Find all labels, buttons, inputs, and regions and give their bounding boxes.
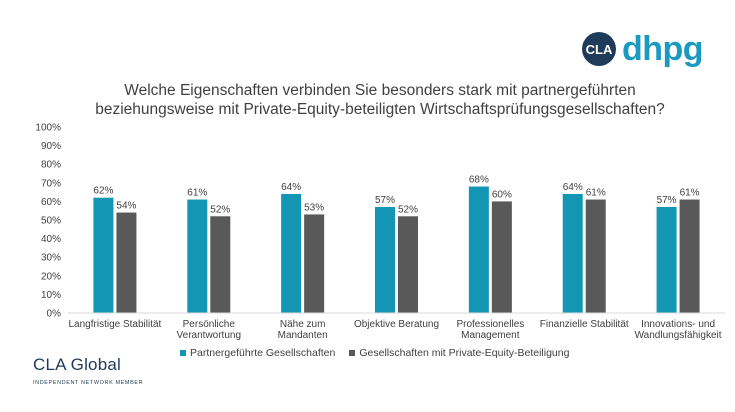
data-label: 57% [657, 195, 677, 206]
legend-item-private-equity: Gesellschaften mit Private-Equity-Beteil… [349, 347, 569, 359]
x-tick-label: Persönliche [183, 319, 236, 330]
chart-title-line-1: Welche Eigenschaften verbinden Sie beson… [124, 82, 636, 99]
data-label: 64% [281, 182, 301, 193]
legend-swatch-icon [349, 350, 356, 356]
data-label: 61% [586, 188, 606, 199]
legend-swatch-icon [180, 350, 186, 356]
bar-partnergefuehrt [656, 206, 677, 313]
data-label: 61% [187, 188, 207, 199]
cla-global-name: CLA Global [33, 355, 121, 374]
legend: Partnergeführte Gesellschaften Gesellsch… [180, 347, 569, 359]
bar-private-equity [585, 199, 606, 313]
bar-private-equity [398, 216, 418, 313]
dhpg-logo: CLA dhpg [580, 30, 704, 68]
x-tick-label: Wandlungsfähigkeit [635, 330, 722, 341]
x-axis-labels: Langfristige Stabilität PersönlicheVerant… [69, 319, 722, 341]
data-label: 62% [93, 186, 113, 197]
x-tick-label: Langfristige Stabilität [69, 319, 162, 330]
bar-private-equity [491, 201, 512, 313]
data-label: 52% [398, 204, 418, 215]
svg-text:CLA: CLA [586, 42, 613, 57]
y-tick-label: 60% [41, 197, 61, 208]
x-tick-label: Nähe zum [280, 319, 326, 330]
legend-label: Partnergeführte Gesellschaften [190, 347, 336, 359]
legend-label: Gesellschaften mit Private-Equity-Beteil… [359, 347, 570, 359]
data-label: 61% [680, 188, 700, 199]
x-tick-label: Professionelles [456, 319, 524, 330]
data-label: 60% [492, 189, 512, 200]
y-tick-label: 80% [41, 160, 61, 171]
y-tick-label: 100% [35, 123, 61, 134]
y-tick-label: 70% [41, 178, 61, 189]
bar-private-equity [116, 212, 137, 313]
y-axis: 0% 10% 20% 30% 40% 50% 60% 70% 80% 90% 100% [35, 123, 61, 320]
y-tick-label: 20% [41, 271, 61, 282]
data-labels: 62%54%61%52%64%53%57%52%68%60%64%61%57%6… [93, 175, 699, 216]
x-tick-label: Objektive Beratung [354, 319, 439, 330]
bar-private-equity [679, 199, 700, 313]
data-label: 54% [116, 201, 136, 212]
bar-partnergefuehrt [281, 193, 302, 313]
bar-partnergefuehrt [93, 197, 114, 313]
x-tick-label: Verantwortung [177, 330, 242, 341]
cla-global-subtitle: INDEPENDENT NETWORK MEMBER [33, 380, 144, 386]
y-tick-label: 30% [41, 253, 61, 264]
cla-global-logo: CLA Global INDEPENDENT NETWORK MEMBER [33, 355, 143, 386]
chart-title: Welche Eigenschaften verbinden Sie beson… [60, 81, 700, 119]
bar-private-equity [304, 214, 325, 313]
bar-partnergefuehrt [468, 186, 489, 313]
data-label: 64% [563, 182, 583, 193]
y-tick-label: 90% [41, 141, 61, 152]
dhpg-logo-text: dhpg [622, 30, 704, 68]
y-tick-label: 40% [41, 234, 61, 245]
x-tick-label: Innovations- und [641, 319, 715, 330]
data-label: 53% [304, 202, 324, 213]
cla-logo-mark-icon: CLA [580, 30, 618, 68]
bar-private-equity [210, 216, 231, 313]
y-tick-label: 10% [41, 290, 61, 301]
bar-partnergefuehrt [375, 206, 395, 313]
legend-item-partnergefuehrt: Partnergeführte Gesellschaften [180, 347, 335, 359]
y-tick-label: 50% [41, 216, 61, 227]
x-tick-label: Mandanten [278, 330, 328, 341]
y-tick-label: 0% [47, 309, 62, 320]
data-label: 68% [469, 175, 489, 186]
chart-title-line-2: beziehungsweise mit Private-Equity-betei… [95, 101, 665, 118]
bar-partnergefuehrt [562, 193, 583, 313]
data-label: 57% [375, 195, 395, 206]
data-label: 52% [210, 204, 230, 215]
x-tick-label: Management [461, 330, 520, 341]
x-tick-label: Finanzielle Stabilität [540, 319, 629, 330]
bar-partnergefuehrt [187, 199, 208, 313]
bars [93, 186, 700, 313]
